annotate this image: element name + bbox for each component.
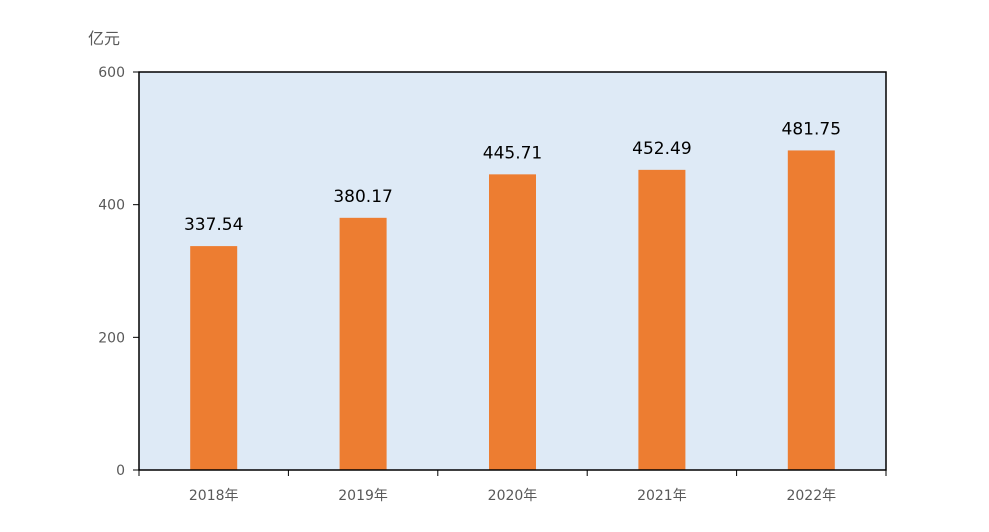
y-tick-label-2: 400: [98, 198, 125, 214]
bar-1: [339, 217, 387, 470]
bar-2: [489, 174, 536, 470]
data-label-4: 481.75: [782, 119, 841, 139]
y-tick-label-0: 0: [116, 463, 125, 479]
data-label-1: 380.17: [333, 187, 392, 207]
x-axis: 2018年 2019年 2020年 2021年 2022年: [138, 470, 887, 504]
x-tick-label-0: 2018年: [189, 488, 239, 504]
data-label-3: 452.49: [632, 139, 691, 159]
data-labels-group: 337.54 380.17 445.71 452.49 481.75: [184, 119, 841, 235]
x-tick-label-4: 2022年: [786, 488, 836, 504]
x-tick-label-3: 2021年: [637, 488, 687, 504]
x-tick-label-1: 2019年: [338, 488, 388, 504]
bars-group: [190, 150, 835, 470]
data-label-0: 337.54: [184, 215, 243, 235]
y-axis-unit-label: 亿元: [88, 29, 120, 48]
y-tick-label-3: 600: [98, 65, 125, 81]
y-axis: 0 200 400 600: [98, 65, 139, 479]
x-tick-label-2: 2020年: [488, 488, 538, 504]
bar-3: [638, 169, 686, 470]
plot-frame: [138, 71, 887, 471]
data-label-2: 445.71: [483, 143, 542, 163]
y-tick-label-1: 200: [98, 330, 125, 346]
bar-4: [787, 150, 835, 470]
bar-0: [190, 246, 238, 470]
